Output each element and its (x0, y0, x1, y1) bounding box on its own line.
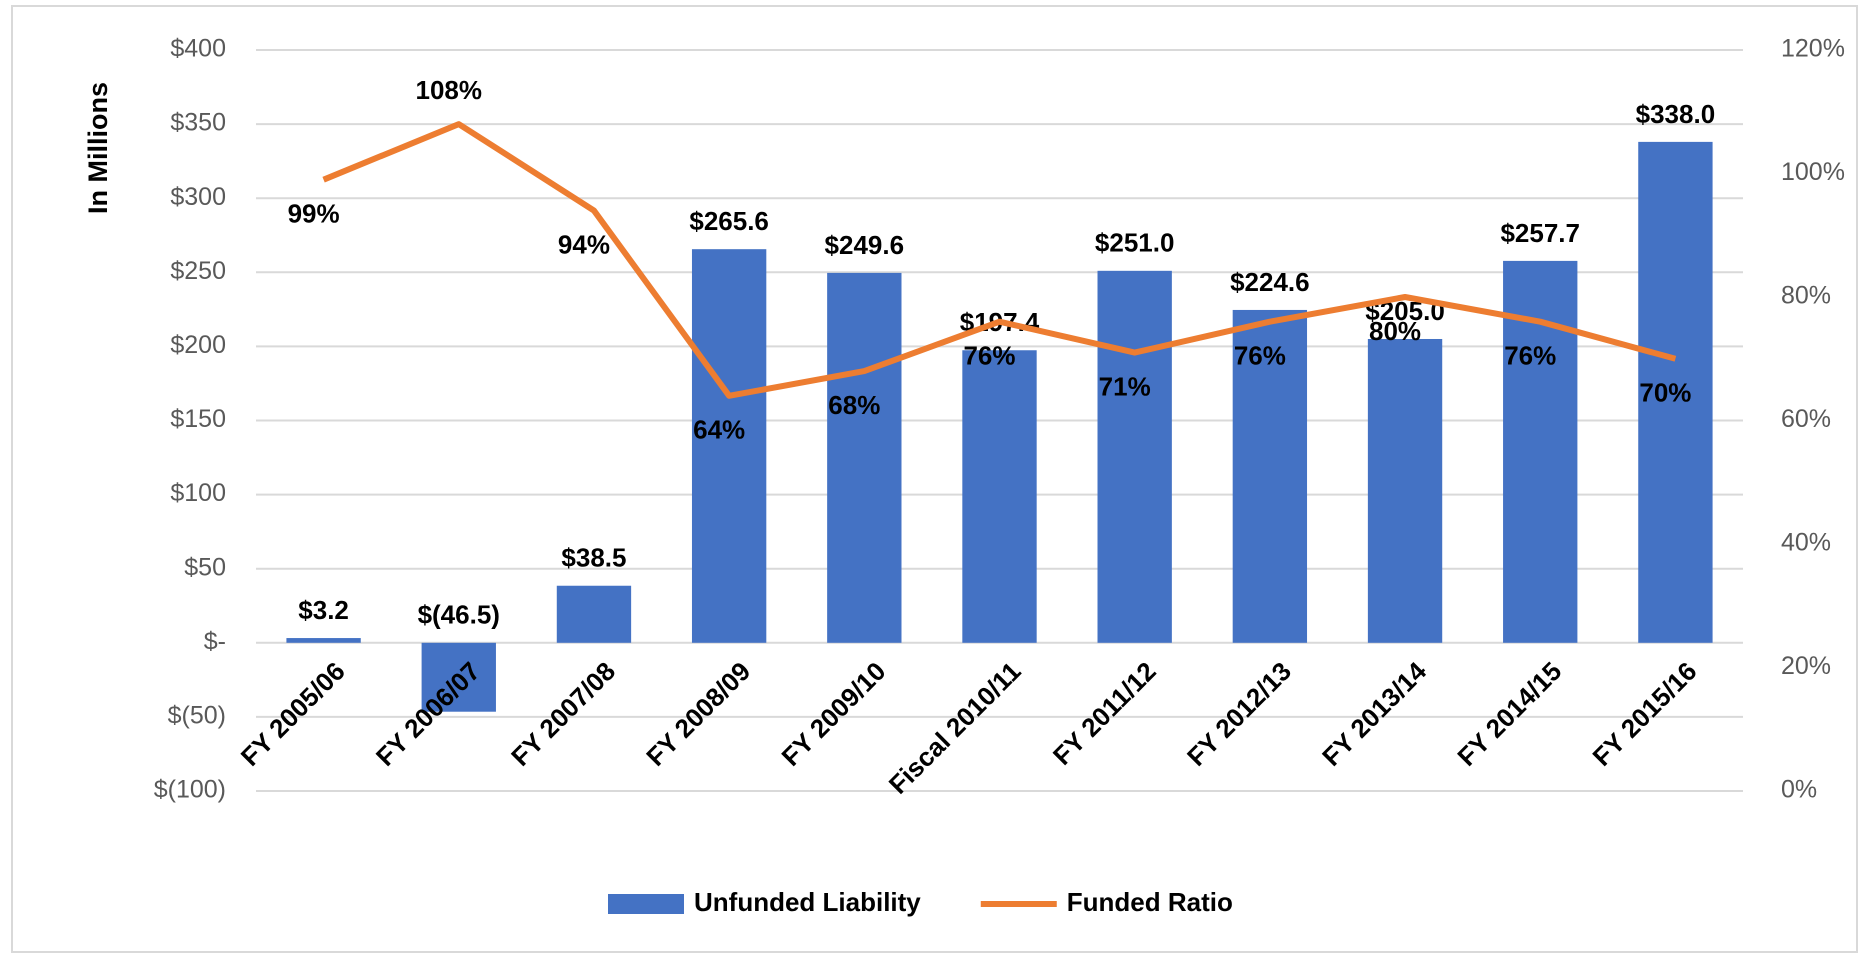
line-value-label: 80% (1369, 316, 1421, 346)
bar-value-label: $257.7 (1500, 218, 1580, 248)
y-tick-label: $150 (170, 405, 226, 433)
legend-label: Funded Ratio (1067, 887, 1233, 917)
y-tick-label: $300 (170, 183, 226, 211)
y2-tick-label: 60% (1781, 405, 1831, 433)
bar (1097, 270, 1172, 643)
y-tick-label: $50 (184, 553, 226, 581)
y-axis-label: In Millions (83, 82, 113, 214)
bar-value-label: $38.5 (561, 543, 626, 573)
y-tick-label: $(100) (154, 776, 226, 804)
bar-value-label: $(46.5) (418, 600, 500, 630)
line-value-label: 70% (1639, 378, 1691, 408)
bar (556, 585, 632, 643)
bar (962, 350, 1037, 643)
bar (1367, 338, 1443, 643)
y-tick-label: $350 (170, 109, 226, 137)
line (322, 121, 1677, 399)
bar (691, 249, 767, 643)
y-tick-label: $400 (170, 35, 226, 63)
legend-label: Unfunded Liability (694, 887, 921, 917)
line-value-label: 94% (558, 229, 610, 259)
chart-frame (11, 5, 1858, 953)
bar-value-label: $224.6 (1230, 267, 1310, 297)
y2-tick-label: 0% (1781, 776, 1817, 804)
bar-value-label: $338.0 (1636, 99, 1716, 129)
y2-tick-label: 120% (1781, 35, 1845, 63)
y-tick-label: $100 (170, 479, 226, 507)
y2-tick-label: 40% (1781, 529, 1831, 557)
line-value-label: 108% (416, 75, 483, 105)
line-value-label: 71% (1099, 371, 1151, 401)
bar (286, 638, 361, 643)
bar-value-label: $265.6 (689, 206, 769, 236)
y2-tick-label: 80% (1781, 282, 1831, 310)
y-tick-label: $- (204, 627, 226, 655)
line-value-label: 99% (288, 199, 340, 229)
y-tick-label: $250 (170, 257, 226, 285)
line-value-label: 76% (1234, 341, 1286, 371)
y2-tick-label: 100% (1781, 158, 1845, 186)
line-value-label: 76% (963, 341, 1015, 371)
y-tick-label: $200 (170, 331, 226, 359)
bar (421, 642, 496, 712)
bar-value-label: $249.6 (825, 230, 905, 260)
bar (1232, 309, 1308, 643)
bar (1638, 141, 1713, 643)
line-value-label: 76% (1504, 341, 1556, 371)
bar-value-label: $3.2 (298, 595, 349, 625)
bar (827, 272, 902, 643)
y2-tick-label: 20% (1781, 652, 1831, 680)
y-tick-label: $(50) (168, 702, 226, 730)
line-value-label: 64% (693, 415, 745, 445)
bar-value-label: $251.0 (1095, 228, 1175, 258)
legend-swatch (608, 894, 684, 914)
line-value-label: 68% (828, 390, 880, 420)
